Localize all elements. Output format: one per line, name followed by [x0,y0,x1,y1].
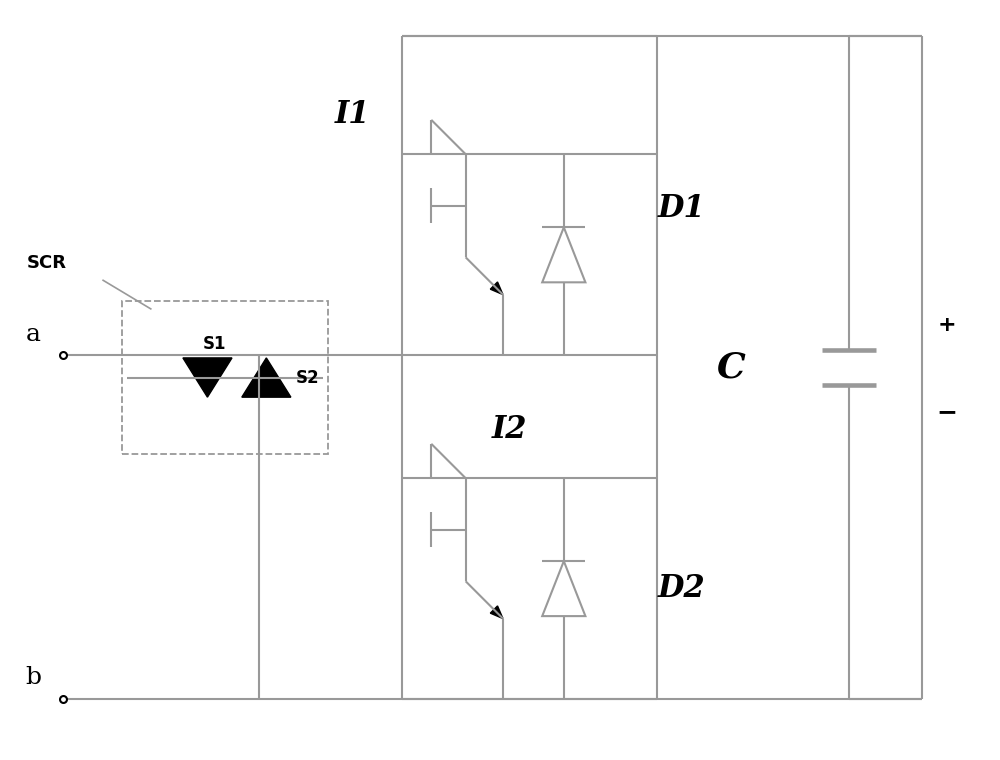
Polygon shape [490,282,503,295]
Text: +: + [937,315,956,335]
Text: S2: S2 [296,369,319,387]
Text: −: − [936,400,957,424]
Text: C: C [717,350,745,385]
Text: I1: I1 [335,100,370,131]
Text: a: a [26,323,41,346]
Polygon shape [490,606,503,619]
Polygon shape [183,358,232,397]
Text: D2: D2 [658,572,705,603]
Text: S1: S1 [203,335,226,353]
Text: I2: I2 [492,413,528,445]
Text: b: b [26,667,42,689]
Text: D1: D1 [658,193,705,223]
Text: SCR: SCR [27,254,67,272]
Polygon shape [242,358,291,397]
